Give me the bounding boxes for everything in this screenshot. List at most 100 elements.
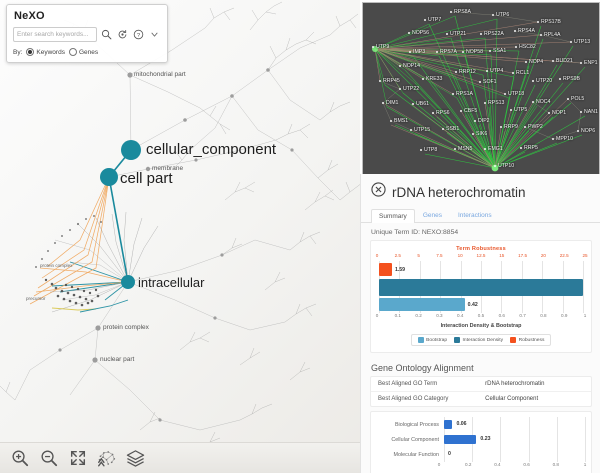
gene-node[interactable] bbox=[478, 80, 482, 84]
legend-item-interaction-density[interactable]: Interaction Density bbox=[454, 337, 503, 343]
gene-node[interactable] bbox=[445, 32, 449, 36]
bar-cellular-component[interactable] bbox=[444, 435, 477, 444]
gene-node[interactable] bbox=[479, 32, 483, 36]
tab-genes[interactable]: Genes bbox=[422, 212, 442, 219]
gene-node[interactable] bbox=[483, 147, 487, 151]
grid-line bbox=[500, 447, 502, 462]
bar-robustness[interactable] bbox=[379, 263, 392, 276]
ontology-node-cellular-component[interactable] bbox=[121, 140, 141, 160]
gene-node[interactable] bbox=[407, 31, 411, 35]
gene-node[interactable] bbox=[523, 125, 527, 129]
radio-genes-icon[interactable] bbox=[68, 48, 77, 56]
bar-bootstrap[interactable] bbox=[379, 298, 465, 311]
legend-swatch bbox=[510, 337, 517, 343]
grid-line bbox=[500, 432, 502, 447]
gene-node[interactable] bbox=[531, 100, 535, 104]
gene-node[interactable] bbox=[503, 92, 507, 96]
fit-screen-icon[interactable] bbox=[68, 449, 87, 468]
gene-node[interactable] bbox=[576, 129, 580, 133]
gene-node[interactable] bbox=[493, 164, 497, 168]
gene-node[interactable] bbox=[551, 137, 555, 141]
ontology-node-cell-part[interactable] bbox=[100, 168, 118, 186]
gene-node[interactable] bbox=[514, 45, 518, 49]
gene-node[interactable] bbox=[441, 127, 445, 131]
gene-node[interactable] bbox=[398, 87, 402, 91]
chart-top-axis-title: Term Robustness bbox=[456, 246, 506, 252]
radio-keywords-icon[interactable] bbox=[26, 48, 35, 56]
gene-node[interactable] bbox=[499, 125, 503, 129]
gene-node[interactable] bbox=[423, 18, 427, 22]
ontology-tree-view[interactable]: cellular_component cell part intracellul… bbox=[0, 0, 360, 473]
gene-node[interactable] bbox=[378, 79, 382, 83]
search-row: ? bbox=[13, 27, 161, 42]
gene-node[interactable] bbox=[536, 20, 540, 24]
gene-node[interactable] bbox=[398, 64, 402, 68]
gene-node[interactable] bbox=[524, 60, 528, 64]
search-input[interactable] bbox=[13, 27, 97, 42]
gene-node[interactable] bbox=[409, 128, 413, 132]
grid-line bbox=[556, 417, 558, 432]
gene-node[interactable] bbox=[579, 61, 583, 65]
bar-biological-process[interactable] bbox=[444, 420, 453, 429]
axis-tick-top: 25 bbox=[582, 253, 588, 258]
gene-node[interactable] bbox=[459, 109, 463, 113]
gene-node[interactable] bbox=[419, 148, 423, 152]
gene-interaction-network[interactable]: RPS8A UTP6 UTP7 RPS17B NOP56 UTP21 RPS22A RPS4A… bbox=[362, 2, 600, 176]
gene-node[interactable] bbox=[539, 33, 543, 37]
gene-node[interactable] bbox=[579, 110, 583, 114]
gene-node[interactable] bbox=[566, 97, 570, 101]
gene-node[interactable] bbox=[513, 29, 517, 33]
zoom-out-icon[interactable] bbox=[39, 449, 58, 468]
gene-node[interactable] bbox=[461, 50, 465, 54]
radio-option-keywords[interactable]: Keywords bbox=[26, 48, 65, 56]
gene-node[interactable] bbox=[488, 49, 492, 53]
bar-interaction-density[interactable] bbox=[379, 279, 583, 296]
bar-track: 0 bbox=[444, 447, 586, 462]
gene-node[interactable] bbox=[453, 147, 457, 151]
collapse-network-icon[interactable] bbox=[97, 449, 116, 468]
gene-node[interactable] bbox=[435, 50, 439, 54]
ontology-node-intracellular[interactable] bbox=[121, 275, 135, 289]
gene-node[interactable] bbox=[485, 69, 489, 73]
tab-interactions[interactable]: Interactions bbox=[457, 212, 492, 219]
gene-node[interactable] bbox=[558, 77, 562, 81]
zoom-in-icon[interactable] bbox=[10, 449, 29, 468]
gene-node[interactable] bbox=[509, 108, 513, 112]
refresh-icon[interactable] bbox=[116, 28, 129, 41]
gene-node[interactable] bbox=[411, 102, 415, 106]
gene-node[interactable] bbox=[511, 71, 515, 75]
help-icon[interactable]: ? bbox=[132, 28, 145, 41]
legend-item-robustness[interactable]: Robustness bbox=[510, 337, 544, 343]
close-icon[interactable] bbox=[371, 182, 386, 202]
gene-node[interactable] bbox=[471, 132, 475, 136]
search-icon[interactable] bbox=[100, 28, 113, 41]
gene-node[interactable] bbox=[483, 101, 487, 105]
bar-value-label: 0.06 bbox=[456, 420, 467, 427]
gene-node[interactable] bbox=[389, 119, 393, 123]
layers-icon[interactable] bbox=[126, 449, 145, 468]
gene-node[interactable] bbox=[371, 45, 375, 49]
gene-node[interactable] bbox=[451, 92, 455, 96]
category-label: Molecular Function bbox=[393, 451, 439, 458]
gene-node[interactable] bbox=[569, 40, 573, 44]
gene-node[interactable] bbox=[421, 77, 425, 81]
gene-node[interactable] bbox=[531, 79, 535, 83]
gene-node[interactable] bbox=[431, 111, 435, 115]
axis-tick-top: 17.5 bbox=[518, 253, 528, 258]
grid-line bbox=[444, 447, 445, 462]
gene-node[interactable] bbox=[491, 13, 495, 17]
go-category-chart: Biological Process 0.06 Cellular Component… bbox=[370, 411, 592, 473]
radio-option-genes[interactable]: Genes bbox=[68, 48, 98, 56]
gene-node[interactable] bbox=[551, 59, 555, 63]
axis-tick-bottom: 0 bbox=[375, 313, 379, 318]
gene-node[interactable] bbox=[449, 10, 453, 14]
gene-node[interactable] bbox=[381, 101, 385, 105]
gene-node[interactable] bbox=[519, 146, 523, 150]
collapse-icon[interactable] bbox=[148, 28, 161, 41]
gene-node[interactable] bbox=[454, 70, 458, 74]
legend-item-bootstrap[interactable]: Bootstrap bbox=[417, 337, 447, 343]
gene-node[interactable] bbox=[547, 111, 551, 115]
tab-summary[interactable]: Summary bbox=[371, 209, 415, 223]
gene-node[interactable] bbox=[473, 119, 477, 123]
gene-node[interactable] bbox=[408, 50, 412, 54]
